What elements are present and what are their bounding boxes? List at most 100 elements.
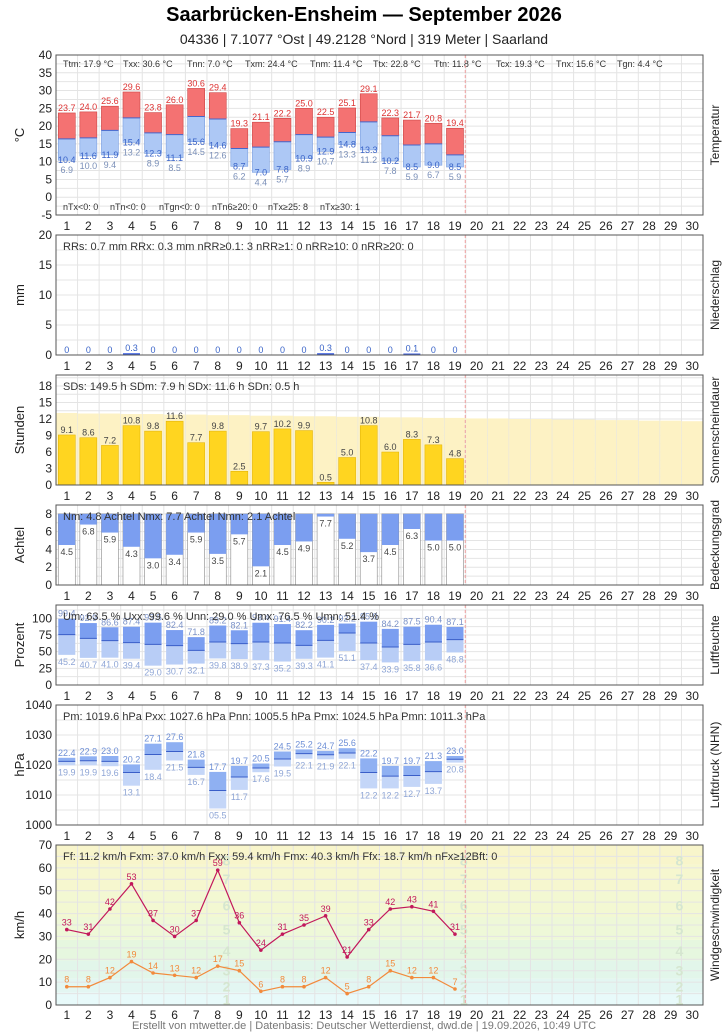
cloud-label: 3.0 (147, 560, 160, 570)
hum-lower-bar (187, 650, 205, 664)
y-tick-label: 15 (39, 258, 53, 272)
temp-count: nTx<0: 0 (63, 202, 98, 212)
press-upper-bar (58, 757, 76, 762)
sun-possible-bar (681, 421, 703, 485)
press-upper-bar (317, 750, 335, 755)
press-min-label: 13.1 (123, 788, 141, 798)
y-tick-label: 3 (45, 462, 52, 476)
sun-label: 5.0 (341, 448, 354, 458)
temp-stat: Txm: 24.4 °C (245, 59, 298, 69)
hum-upper-bar (295, 630, 313, 646)
temp-max-label: 25.0 (295, 98, 313, 108)
press-min-label: 12.7 (403, 789, 421, 799)
temp-stat: Tnx: 15.6 °C (556, 59, 607, 69)
x-day-label: 1 (63, 589, 70, 603)
press-upper-bar (230, 765, 248, 777)
hum-lower-bar (381, 647, 399, 663)
hum-upper-bar (230, 630, 248, 644)
cloud-bar (424, 513, 442, 541)
temp-stat: Tcx: 19.3 °C (496, 59, 545, 69)
beaufort-label: 7 (223, 871, 231, 887)
x-day-label: 28 (642, 1008, 656, 1022)
hum-lower-bar (230, 643, 248, 660)
hum-upper-bar (446, 626, 464, 640)
x-day-label: 8 (214, 589, 221, 603)
mean-wind-point (129, 959, 134, 964)
press-lower-bar (58, 761, 76, 766)
panel-side-label: Luftfeuchte (708, 615, 722, 675)
cloud-label: 5.9 (104, 535, 117, 545)
cloud-bar (295, 513, 313, 542)
temp-max-label: 23.8 (144, 103, 162, 113)
cloud-label: 4.5 (276, 547, 289, 557)
temp-ground-label: 10.0 (80, 161, 98, 171)
x-day-label: 26 (599, 219, 613, 233)
mean-wind-label: 5 (345, 982, 350, 992)
press-lower-bar (79, 760, 97, 766)
temp-ground-label: 13.2 (123, 147, 141, 157)
y-tick-label: 35 (39, 66, 53, 80)
sun-label: 9.8 (147, 421, 160, 431)
temp-ground-label: 12.6 (209, 150, 227, 160)
temp-max-label: 29.6 (123, 82, 141, 92)
x-day-label: 24 (556, 689, 570, 703)
temp-max-label: 26.0 (166, 95, 184, 105)
y-tick-label: 20 (39, 952, 53, 966)
beaufort-label: 2 (223, 979, 231, 995)
beaufort-label: 2 (676, 979, 684, 995)
temp-max-label: 29.1 (360, 84, 378, 94)
hum-lower-bar (295, 645, 313, 659)
gust-point (215, 868, 220, 872)
hum-max-label: 86.6 (101, 617, 119, 627)
hum-min-label: 33.9 (382, 664, 400, 674)
sun-label: 8.6 (82, 428, 95, 438)
temp-max-label: 25.1 (338, 98, 356, 108)
x-day-label: 20 (470, 829, 484, 843)
temp-ground-label: 6.9 (61, 165, 74, 175)
mean-wind-point (64, 984, 69, 989)
x-day-label: 25 (578, 489, 592, 503)
cloud-label: 3.5 (211, 556, 224, 566)
press-max-label: 24.5 (274, 742, 292, 752)
x-day-label: 20 (470, 489, 484, 503)
x-day-label: 21 (491, 359, 505, 373)
y-tick-label: 2 (45, 560, 52, 574)
x-day-label: 17 (405, 589, 419, 603)
cloud-label: 5.2 (341, 541, 354, 551)
x-day-label: 10 (254, 489, 268, 503)
hum-upper-bar (144, 622, 162, 645)
x-day-label: 13 (319, 829, 333, 843)
gust-label: 31 (450, 922, 460, 932)
panel-side-label: Temperatur (708, 105, 722, 166)
x-day-label: 15 (362, 219, 376, 233)
x-day-label: 4 (128, 589, 135, 603)
gust-point (194, 918, 198, 923)
hum-max-label: 87.4 (123, 617, 141, 627)
x-day-label: 30 (686, 689, 700, 703)
x-day-label: 7 (193, 1008, 200, 1022)
mean-wind-point (453, 987, 457, 991)
sun-possible-bar (530, 419, 552, 485)
sun-possible-bar (552, 419, 574, 485)
sun-possible-bar (487, 418, 509, 485)
x-day-label: 20 (470, 1008, 484, 1022)
hum-max-label: 89.2 (209, 616, 227, 626)
panel-frame (55, 844, 704, 1006)
x-day-label: 14 (340, 589, 354, 603)
temp-max-label: 30.6 (187, 78, 205, 88)
temp-ground-label: 5.7 (276, 174, 289, 184)
gust-label: 39 (321, 904, 331, 914)
beaufort-label: 4 (460, 943, 468, 959)
x-day-label: 8 (214, 689, 221, 703)
sun-label: 0.5 (319, 472, 332, 482)
x-day-label: 11 (276, 829, 289, 843)
rain-label: 0.3 (319, 343, 332, 353)
beaufort-label: 3 (676, 963, 684, 979)
station-info: 04336 | 7.1077 °Ost | 49.2128 °Nord | 31… (179, 31, 549, 47)
sun-bar (79, 437, 98, 486)
rain-label: 0.1 (406, 344, 419, 354)
rain-label: 0 (452, 345, 457, 355)
temp-min-label: 11.1 (166, 153, 183, 163)
sun-label: 6.0 (384, 442, 397, 452)
mean-wind-label: 8 (86, 975, 91, 985)
